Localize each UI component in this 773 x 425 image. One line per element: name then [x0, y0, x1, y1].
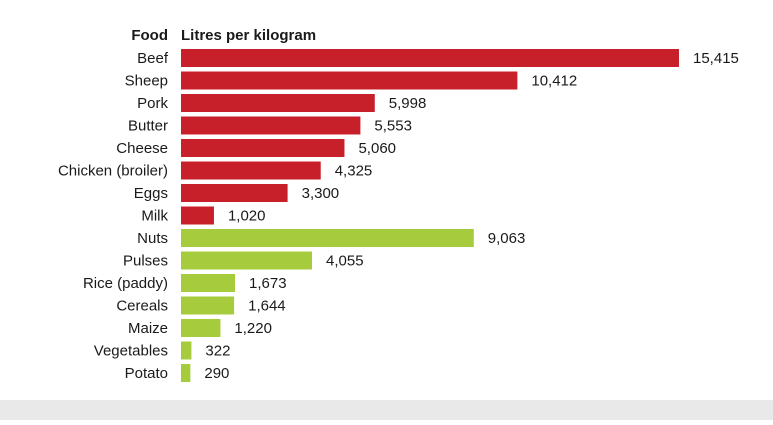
bar — [181, 341, 192, 360]
category-label: Maize — [128, 320, 168, 337]
category-label: Pork — [137, 95, 168, 112]
bars-layer: Beef 15,415 Sheep 10,412 Pork 5,998 Butter 5,55… — [58, 49, 739, 382]
bar — [181, 94, 375, 112]
category-label: Cereals — [116, 298, 168, 315]
value-label: 1,644 — [248, 298, 286, 315]
bar — [181, 274, 236, 292]
value-label: 4,055 — [326, 253, 364, 270]
litres-column-header: Litres per kilogram — [181, 27, 316, 44]
category-label: Rice (paddy) — [83, 275, 168, 292]
category-label: Cheese — [116, 140, 168, 157]
bar — [181, 161, 321, 180]
category-label: Sheep — [125, 73, 168, 90]
bar — [181, 229, 474, 247]
bar — [181, 184, 288, 202]
bar — [181, 319, 221, 337]
category-label: Nuts — [137, 230, 168, 247]
category-label: Eggs — [134, 185, 168, 202]
value-label: 5,060 — [358, 140, 396, 157]
value-label: 3,300 — [302, 185, 340, 202]
bar — [181, 71, 518, 90]
category-label: Potato — [125, 365, 168, 382]
value-label: 15,415 — [693, 50, 739, 67]
bar — [181, 296, 235, 315]
category-label: Milk — [141, 208, 168, 225]
value-label: 1,220 — [234, 320, 272, 337]
bar — [181, 206, 214, 225]
bar — [181, 364, 191, 382]
category-label: Vegetables — [94, 343, 168, 360]
category-label: Pulses — [123, 253, 168, 270]
food-column-header: Food — [131, 27, 168, 44]
value-label: 10,412 — [531, 73, 577, 90]
value-label: 322 — [205, 343, 230, 360]
value-label: 1,020 — [228, 208, 266, 225]
category-label: Butter — [128, 118, 168, 135]
value-label: 5,998 — [389, 95, 427, 112]
bar — [181, 49, 679, 67]
value-label: 5,553 — [374, 118, 412, 135]
value-label: 4,325 — [335, 163, 373, 180]
category-label: Chicken (broiler) — [58, 163, 168, 180]
value-label: 1,673 — [249, 275, 287, 292]
value-label: 290 — [204, 365, 229, 382]
value-label: 9,063 — [488, 230, 526, 247]
bar — [181, 251, 313, 270]
bar — [181, 139, 345, 157]
category-label: Beef — [137, 50, 169, 67]
bar — [181, 116, 361, 135]
bottom-strip — [0, 400, 773, 420]
